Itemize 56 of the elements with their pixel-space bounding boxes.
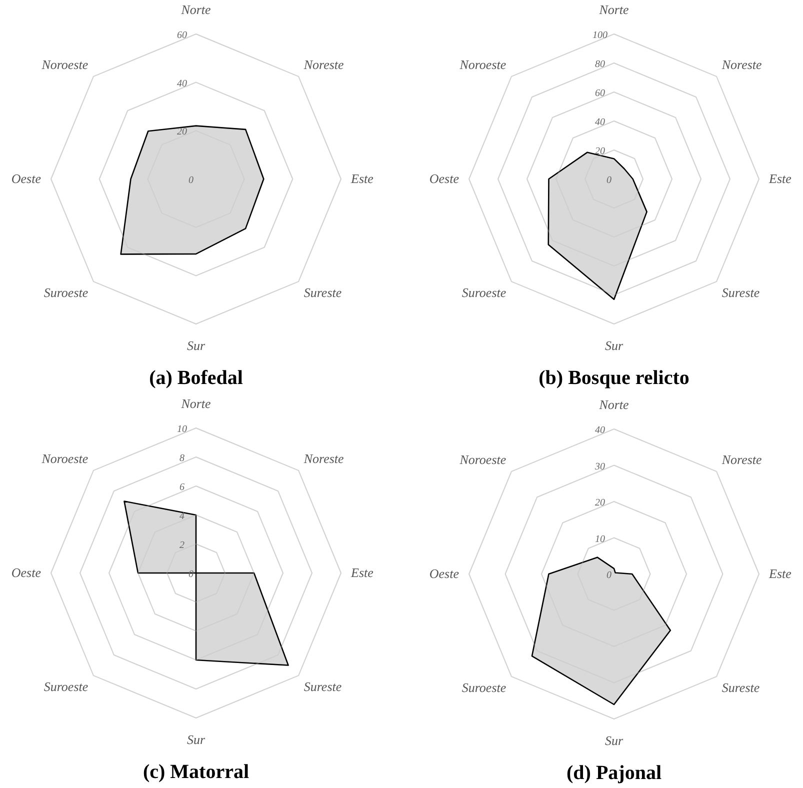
spoke-label: Norte: [180, 2, 212, 17]
spoke-label: Norte: [598, 397, 630, 412]
spoke-label: Suroeste: [44, 678, 88, 694]
text: (c) Matorral: [142, 761, 250, 783]
y-tick-label: 40: [595, 425, 605, 436]
spoke-label: Este: [768, 566, 792, 581]
spoke-label: Sureste: [722, 284, 760, 300]
y-tick-label: 4: [180, 511, 184, 522]
spoke-label: Noroeste: [40, 451, 88, 466]
spoke-label: Suroeste: [44, 284, 88, 300]
text: (d) Pajonal: [566, 762, 662, 784]
spoke-label: Oeste: [429, 171, 460, 186]
spoke-label: Este: [768, 171, 792, 186]
spoke-label: Sur: [604, 338, 624, 353]
spoke-label: Oeste: [429, 566, 460, 581]
spoke-label: Noreste: [720, 452, 762, 468]
y-tick-label: 30: [594, 461, 605, 472]
text: (a) Bofedal: [149, 367, 244, 389]
spoke-label: Suroeste: [462, 680, 506, 695]
text: (b) Bosque relicto: [538, 367, 690, 389]
y-tick-label: 60: [595, 88, 605, 99]
spoke-label: Sureste: [304, 284, 342, 300]
y-tick-label: 40: [177, 78, 187, 90]
y-tick-label: 8: [180, 453, 184, 464]
spoke-label: Oeste: [11, 565, 42, 580]
spoke-label: Oeste: [11, 171, 42, 186]
spoke-label: Este: [350, 171, 374, 186]
y-tick-label: 0: [188, 175, 194, 186]
spoke-label: Norte: [598, 2, 630, 17]
spoke-label: Noreste: [302, 451, 344, 466]
spoke-label: Noroeste: [458, 452, 506, 468]
y-tick-label: 20: [177, 126, 187, 138]
spoke-label: Este: [350, 565, 374, 580]
y-tick-label: 20: [595, 146, 605, 157]
y-tick-label: 100: [592, 30, 608, 41]
y-tick-label: 10: [595, 534, 605, 545]
y-tick-label: 80: [595, 59, 605, 70]
spoke-label: Noroeste: [458, 57, 506, 72]
y-tick-label: 60: [177, 30, 187, 41]
y-tick-label: 2: [180, 540, 184, 551]
y-tick-label: 20: [595, 498, 605, 508]
y-tick-label: 10: [177, 424, 187, 435]
spoke-label: Sureste: [722, 680, 760, 695]
spoke-label: Noroeste: [40, 57, 88, 72]
spoke-label: Sur: [186, 732, 206, 747]
spoke-label: Sur: [186, 338, 206, 353]
spoke-label: Sur: [604, 733, 624, 748]
spoke-label: Norte: [180, 396, 212, 411]
spoke-label: Sureste: [304, 678, 342, 694]
spoke-label: Noreste: [720, 57, 762, 72]
y-tick-label: 0: [606, 175, 612, 186]
y-tick-label: 6: [180, 482, 184, 493]
spoke-label: Noreste: [302, 57, 344, 72]
spoke-label: Suroeste: [462, 284, 506, 300]
y-tick-label: 40: [595, 117, 605, 128]
y-tick-label: 0: [606, 570, 612, 581]
